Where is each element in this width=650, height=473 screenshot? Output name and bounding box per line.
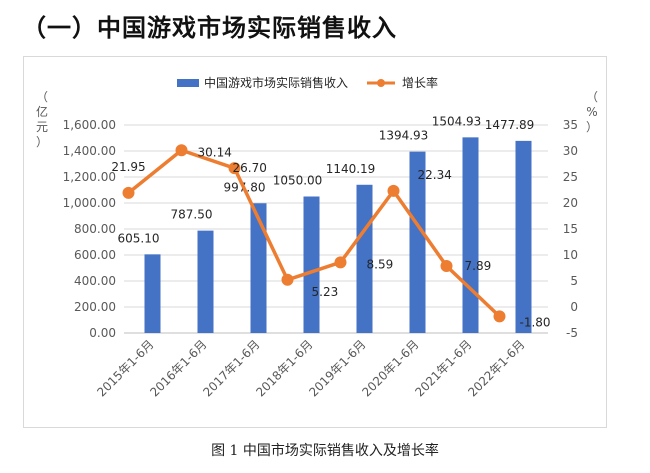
growth-point [175, 144, 188, 157]
legend-swatch-marker [377, 79, 385, 87]
bar [462, 137, 479, 333]
left-tick-label: 0.00 [89, 326, 116, 340]
page-heading: （一）中国游戏市场实际销售收入 [22, 14, 397, 42]
legend-label-growth: 增长率 [402, 75, 438, 90]
growth-value-label: 8.59 [367, 257, 394, 271]
chart-frame: 0.00 200.00 400.00 600.00 800.00 1,000.00 1,20… [23, 56, 607, 428]
left-tick-label: 600.00 [74, 248, 116, 262]
bar [250, 203, 267, 333]
right-tick-label: 0 [570, 300, 578, 314]
growth-value-label: 26.70 [233, 161, 267, 175]
left-axis-unit: ） [36, 135, 48, 149]
right-tick-label: 10 [563, 248, 578, 262]
left-tick-label: 1,000.00 [63, 196, 116, 210]
right-tick-label: 20 [563, 196, 578, 210]
legend-swatch-bar [177, 79, 199, 87]
right-tick-label: 30 [563, 144, 578, 158]
bar-value-label: 1140.19 [326, 162, 376, 176]
bar [409, 151, 426, 333]
left-tick-label: 1,200.00 [63, 170, 116, 184]
bar-value-label: 787.50 [171, 208, 213, 222]
right-axis-unit: ） [586, 120, 598, 134]
right-tick-label: 15 [563, 222, 578, 236]
growth-point [281, 273, 294, 286]
bar-value-label: 605.10 [118, 231, 160, 245]
growth-value-label: 5.23 [312, 285, 339, 299]
bar-value-label: 1050.00 [273, 174, 323, 188]
growth-value-label: 7.89 [465, 259, 492, 273]
right-tick-label: 5 [570, 274, 578, 288]
right-axis-unit: % [586, 105, 597, 119]
left-tick-label: 800.00 [74, 222, 116, 236]
growth-value-label: 22.34 [418, 168, 452, 182]
growth-line [127, 148, 501, 318]
right-tick-label: 35 [563, 118, 578, 132]
right-tick-label: -5 [566, 326, 578, 340]
bar [303, 196, 320, 333]
left-tick-label: 1,400.00 [63, 144, 116, 158]
right-axis-unit: （ [586, 90, 598, 104]
left-axis-unit: 元 [36, 120, 48, 134]
left-axis-unit: 亿 [36, 104, 48, 119]
bar [197, 230, 214, 333]
category-label: 2022年1-6月 [465, 337, 527, 399]
growth-value-label: 21.95 [111, 160, 145, 174]
bar [144, 254, 161, 333]
growth-point [387, 184, 400, 197]
bar-value-label: 1477.89 [485, 118, 535, 132]
growth-point [334, 256, 347, 269]
left-tick-label: 1,600.00 [63, 118, 116, 132]
growth-point [122, 186, 135, 199]
legend-label-revenue: 中国游戏市场实际销售收入 [204, 75, 348, 90]
growth-point [440, 259, 453, 272]
growth-value-label: 30.14 [198, 145, 232, 159]
bar-value-label: 1394.93 [379, 129, 429, 143]
growth-value-label: -1.80 [520, 315, 551, 329]
figure-caption: 图 1 中国市场实际销售收入及增长率 [211, 443, 439, 459]
revenue-growth-chart: 0.00 200.00 400.00 600.00 800.00 1,000.00 1,20… [36, 75, 598, 400]
bar [515, 140, 532, 333]
left-tick-label: 200.00 [74, 300, 116, 314]
growth-point [493, 310, 506, 323]
left-axis-unit: （ [36, 90, 48, 104]
growth-point [228, 162, 241, 175]
bar-value-label: 1504.93 [432, 114, 482, 128]
left-tick-label: 400.00 [74, 274, 116, 288]
right-tick-label: 25 [563, 170, 578, 184]
